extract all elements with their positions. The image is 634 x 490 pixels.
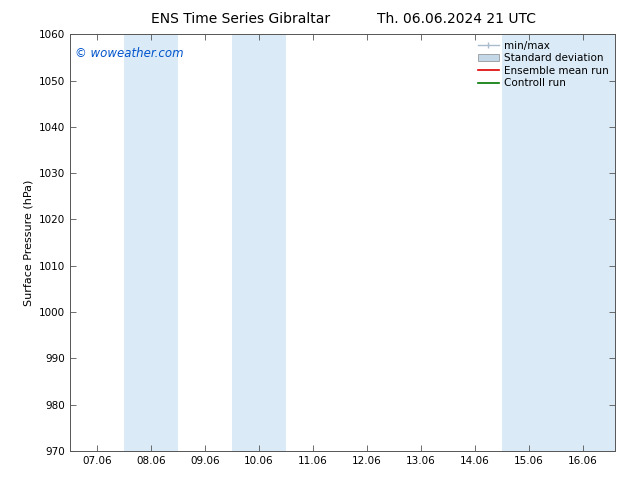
Text: © woweather.com: © woweather.com <box>75 47 184 60</box>
Bar <box>124 34 178 451</box>
Bar <box>231 34 286 451</box>
Text: ENS Time Series Gibraltar: ENS Time Series Gibraltar <box>152 12 330 26</box>
Legend: min/max, Standard deviation, Ensemble mean run, Controll run: min/max, Standard deviation, Ensemble me… <box>475 37 612 92</box>
Bar <box>555 34 615 451</box>
Text: Th. 06.06.2024 21 UTC: Th. 06.06.2024 21 UTC <box>377 12 536 26</box>
Y-axis label: Surface Pressure (hPa): Surface Pressure (hPa) <box>23 179 33 306</box>
Bar <box>501 34 555 451</box>
